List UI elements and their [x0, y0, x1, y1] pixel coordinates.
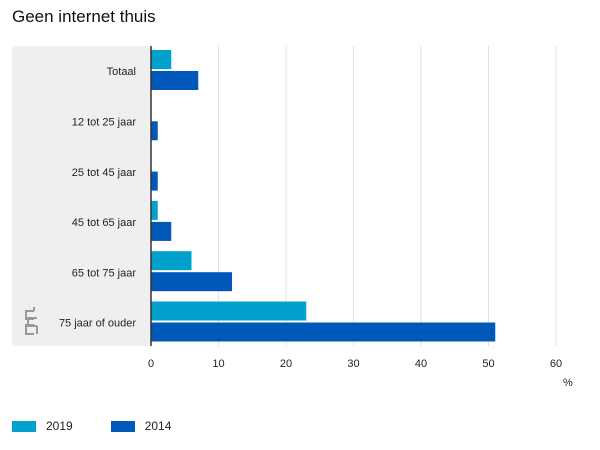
bar-2019 [151, 301, 307, 321]
bar-2019 [151, 200, 158, 220]
category-label: 12 tot 25 jaar [72, 116, 137, 128]
x-tick-label: 0 [148, 358, 154, 370]
bar-2014 [151, 171, 158, 191]
legend-swatch-2014 [110, 420, 135, 432]
x-tick-label: 30 [347, 358, 359, 370]
bar-2019 [151, 50, 172, 69]
x-tick-label: 50 [482, 358, 494, 370]
bar-2019 [151, 251, 192, 271]
category-label: Totaal [107, 66, 136, 78]
category-label: 75 jaar of ouder [59, 318, 136, 330]
bar-2014 [151, 272, 232, 292]
x-tick-label: 20 [280, 358, 292, 370]
legend-label-2014: 2014 [144, 419, 172, 433]
bar-2014 [151, 322, 496, 342]
bar-2014 [151, 121, 158, 141]
legend-item-2019: 2019 [12, 419, 73, 433]
x-tick-label: 60 [550, 358, 562, 370]
legend: 2019 2014 [12, 419, 209, 433]
bar-2014 [151, 71, 199, 90]
x-tick-label: 40 [415, 358, 427, 370]
chart-title: Geen internet thuis [12, 7, 156, 26]
x-tick-label: 10 [212, 358, 224, 370]
category-label: 45 tot 65 jaar [72, 217, 137, 229]
legend-swatch-2019 [12, 420, 36, 432]
category-label: 25 tot 45 jaar [72, 167, 137, 179]
x-axis-unit: % [563, 377, 573, 389]
category-label: 65 tot 75 jaar [72, 267, 137, 279]
cbs-logo-icon [25, 307, 38, 335]
legend-label-2019: 2019 [46, 419, 73, 433]
bar-2014 [151, 221, 172, 241]
legend-item-2014: 2014 [110, 419, 172, 433]
category-panel [12, 46, 151, 346]
